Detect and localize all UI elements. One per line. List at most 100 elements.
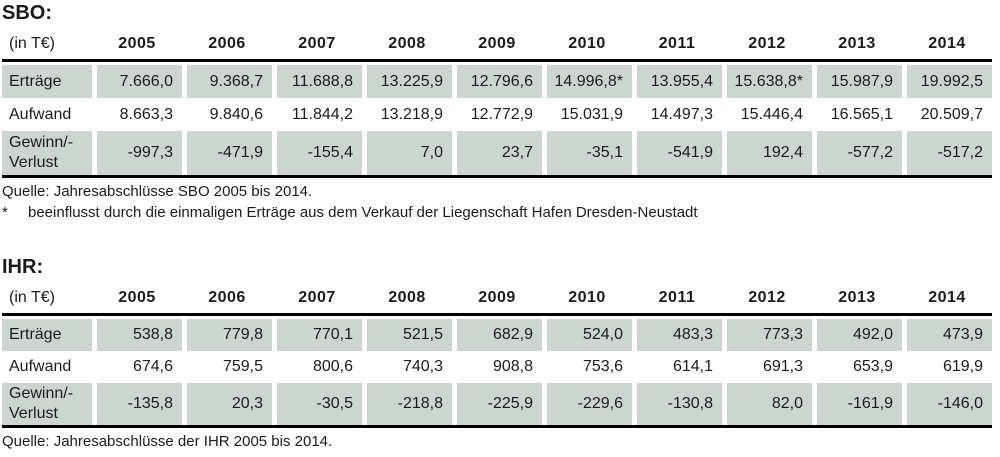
value-cell: -577,2 xyxy=(812,131,902,175)
row-label-cell: Erträge xyxy=(2,316,92,351)
value-cell: 15.031,9 xyxy=(542,98,632,131)
value-cell: -218,8 xyxy=(362,383,452,425)
value-cell: -997,3 xyxy=(92,131,182,175)
value-cell: 779,8 xyxy=(182,316,272,351)
value-cell: -229,6 xyxy=(542,383,632,425)
value-cell: 9.368,7 xyxy=(182,62,272,98)
row-label-cell: Erträge xyxy=(2,62,92,98)
table-row: Aufwand 674,6 759,5 800,6 740,3 908,8 753,6 614… xyxy=(2,351,992,383)
value-cell: 9.840,6 xyxy=(182,98,272,131)
table-header-row: (in T€) 2005 2006 2007 2008 2009 2010 2011 2012 2… xyxy=(2,27,992,62)
year-header-cell: 2005 xyxy=(92,27,182,62)
year-header-cell: 2008 xyxy=(362,281,452,316)
value-cell: 82,0 xyxy=(722,383,812,425)
year-header-cell: 2007 xyxy=(272,281,362,316)
value-cell: 740,3 xyxy=(362,351,452,383)
value-cell: -161,9 xyxy=(812,383,902,425)
sbo-section-title: SBO: xyxy=(2,2,52,24)
footnote-text: beeinflusst durch die einmaligen Erträge… xyxy=(28,204,698,221)
value-cell: 20.509,7 xyxy=(902,98,992,131)
value-cell: -155,4 xyxy=(272,131,362,175)
value-cell: 15.638,8* xyxy=(722,62,812,98)
ihr-financial-table: (in T€) 2005 2006 2007 2008 2009 2010 2011 2012 2… xyxy=(2,281,992,428)
value-cell: -517,2 xyxy=(902,131,992,175)
value-cell: 759,5 xyxy=(182,351,272,383)
row-label-cell: Gewinn/-Verlust xyxy=(2,131,92,175)
year-header-cell: 2013 xyxy=(812,27,902,62)
year-header-cell: 2010 xyxy=(542,27,632,62)
value-cell: 23,7 xyxy=(452,131,542,175)
section-sbo: SBO: (in T€) 2005 2006 2007 2008 2009 2010 2011… xyxy=(2,2,1000,222)
value-cell: 521,5 xyxy=(362,316,452,351)
unit-label: (in T€) xyxy=(2,27,92,62)
year-header-cell: 2006 xyxy=(182,281,272,316)
value-cell: 908,8 xyxy=(452,351,542,383)
value-cell: 473,9 xyxy=(902,316,992,351)
value-cell: 13.218,9 xyxy=(362,98,452,131)
year-header-cell: 2011 xyxy=(632,27,722,62)
ihr-source-line: Quelle: Jahresabschlüsse der IHR 2005 bi… xyxy=(2,433,333,450)
value-cell: 770,1 xyxy=(272,316,362,351)
value-cell: 619,9 xyxy=(902,351,992,383)
year-header-cell: 2011 xyxy=(632,281,722,316)
row-label-cell: Aufwand xyxy=(9,105,72,123)
sbo-source-line: Quelle: Jahresabschlüsse SBO 2005 bis 20… xyxy=(2,183,313,200)
value-cell: 192,4 xyxy=(722,131,812,175)
value-cell: 15.446,4 xyxy=(722,98,812,131)
value-cell: 800,6 xyxy=(272,351,362,383)
value-cell: 753,6 xyxy=(542,351,632,383)
value-cell: -30,5 xyxy=(272,383,362,425)
value-cell: 773,3 xyxy=(722,316,812,351)
value-cell: 674,6 xyxy=(92,351,182,383)
value-cell: -146,0 xyxy=(902,383,992,425)
row-label-cell: Aufwand xyxy=(9,358,72,375)
value-cell: 12.772,9 xyxy=(452,98,542,131)
year-header-cell: 2005 xyxy=(92,281,182,316)
value-cell: 653,9 xyxy=(812,351,902,383)
table-row: Aufwand 8.663,3 9.840,6 11.844,2 13.218,9 12.… xyxy=(2,98,992,131)
year-header-cell: 2012 xyxy=(722,281,812,316)
value-cell: 15.987,9 xyxy=(812,62,902,98)
value-cell: 11.844,2 xyxy=(272,98,362,131)
year-header-cell: 2014 xyxy=(902,281,992,316)
value-cell: 8.663,3 xyxy=(92,98,182,131)
sbo-financial-table: (in T€) 2005 2006 2007 2008 2009 2010 2011 2012 2… xyxy=(2,27,992,178)
unit-label: (in T€) xyxy=(2,281,92,316)
year-header-cell: 2009 xyxy=(452,27,542,62)
row-label-cell: Gewinn/-Verlust xyxy=(2,383,92,425)
value-cell: -541,9 xyxy=(632,131,722,175)
table-row: Gewinn/-Verlust -997,3 -471,9 -155,4 7,0 23,7… xyxy=(2,131,992,175)
value-cell: 524,0 xyxy=(542,316,632,351)
value-cell: 7.666,0 xyxy=(92,62,182,98)
value-cell: 7,0 xyxy=(362,131,452,175)
value-cell: 483,3 xyxy=(632,316,722,351)
value-cell: 682,9 xyxy=(452,316,542,351)
value-cell: 13.225,9 xyxy=(362,62,452,98)
year-header-cell: 2006 xyxy=(182,27,272,62)
value-cell: 12.796,6 xyxy=(452,62,542,98)
value-cell: 538,8 xyxy=(92,316,182,351)
table-header-row: (in T€) 2005 2006 2007 2008 2009 2010 2011 2012 2… xyxy=(2,281,992,316)
table-row: Gewinn/-Verlust -135,8 20,3 -30,5 -218,8 -225… xyxy=(2,383,992,425)
ihr-section-title: IHR: xyxy=(2,256,44,278)
sbo-footnote: * beeinflusst durch die einmaligen Erträ… xyxy=(2,204,1000,222)
value-cell: -35,1 xyxy=(542,131,632,175)
table-row: Erträge 7.666,0 9.368,7 11.688,8 13.225,9 12.… xyxy=(2,62,992,98)
year-header-cell: 2008 xyxy=(362,27,452,62)
value-cell: 20,3 xyxy=(182,383,272,425)
value-cell: 13.955,4 xyxy=(632,62,722,98)
year-header-cell: 2010 xyxy=(542,281,632,316)
value-cell: 11.688,8 xyxy=(272,62,362,98)
value-cell: -130,8 xyxy=(632,383,722,425)
value-cell: -471,9 xyxy=(182,131,272,175)
table-row: Erträge 538,8 779,8 770,1 521,5 682,9 524,0 483… xyxy=(2,316,992,351)
year-header-cell: 2013 xyxy=(812,281,902,316)
year-header-cell: 2007 xyxy=(272,27,362,62)
year-header-cell: 2014 xyxy=(902,27,992,62)
value-cell: 19.992,5 xyxy=(902,62,992,98)
value-cell: 14.497,3 xyxy=(632,98,722,131)
value-cell: 14.996,8* xyxy=(542,62,632,98)
value-cell: -135,8 xyxy=(92,383,182,425)
value-cell: -225,9 xyxy=(452,383,542,425)
